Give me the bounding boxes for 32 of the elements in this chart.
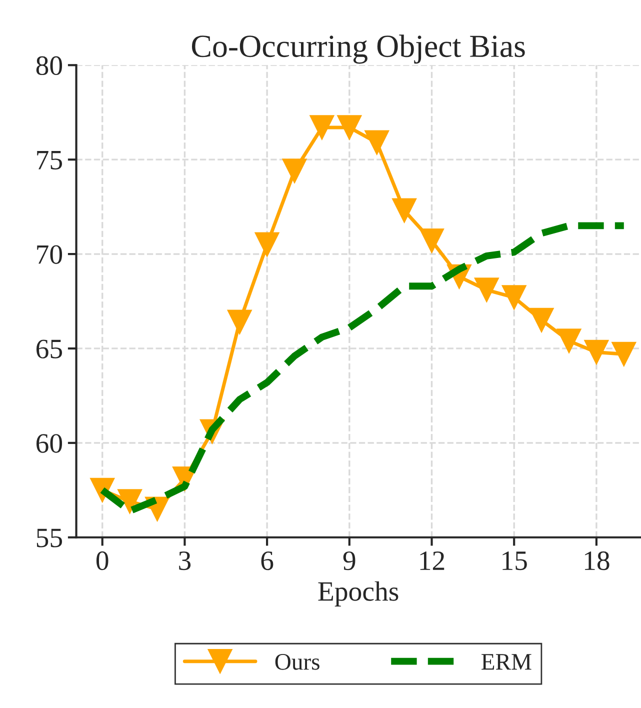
point: [227, 310, 252, 334]
point: [584, 340, 609, 365]
point: [529, 308, 554, 332]
x-axis-title: Epochs: [318, 581, 398, 607]
y-tick-label: 75: [37, 151, 62, 170]
x-tick-label: 9: [343, 551, 356, 570]
y-tick-label: 70: [37, 245, 62, 264]
chart-title: Co-Occurring Object Bias: [192, 34, 525, 64]
y-tick-label: 65: [36, 340, 62, 358]
point: [282, 158, 307, 184]
point: [556, 328, 582, 354]
x-tick-label: 3: [179, 551, 191, 570]
point: [254, 232, 280, 257]
point: [364, 130, 390, 155]
point: [310, 115, 334, 140]
y-tick-label: 55: [36, 528, 62, 548]
x-tick-label: 18: [584, 551, 610, 570]
x-tick-label: 15: [502, 552, 527, 570]
point: [502, 285, 526, 310]
legend-label: ERM: [482, 654, 532, 670]
point: [117, 489, 142, 514]
point: [392, 198, 417, 223]
point: [337, 115, 362, 140]
point: [612, 342, 636, 366]
legend-label: Ours: [275, 654, 320, 670]
y-tick-label: 60: [36, 434, 62, 453]
point: [419, 228, 444, 254]
y-tick-label: 80: [36, 56, 62, 76]
x-tick-label: 12: [420, 551, 444, 570]
x-tick-label: 0: [96, 551, 108, 570]
point: [474, 278, 499, 302]
x-tick-label: 6: [261, 551, 274, 570]
